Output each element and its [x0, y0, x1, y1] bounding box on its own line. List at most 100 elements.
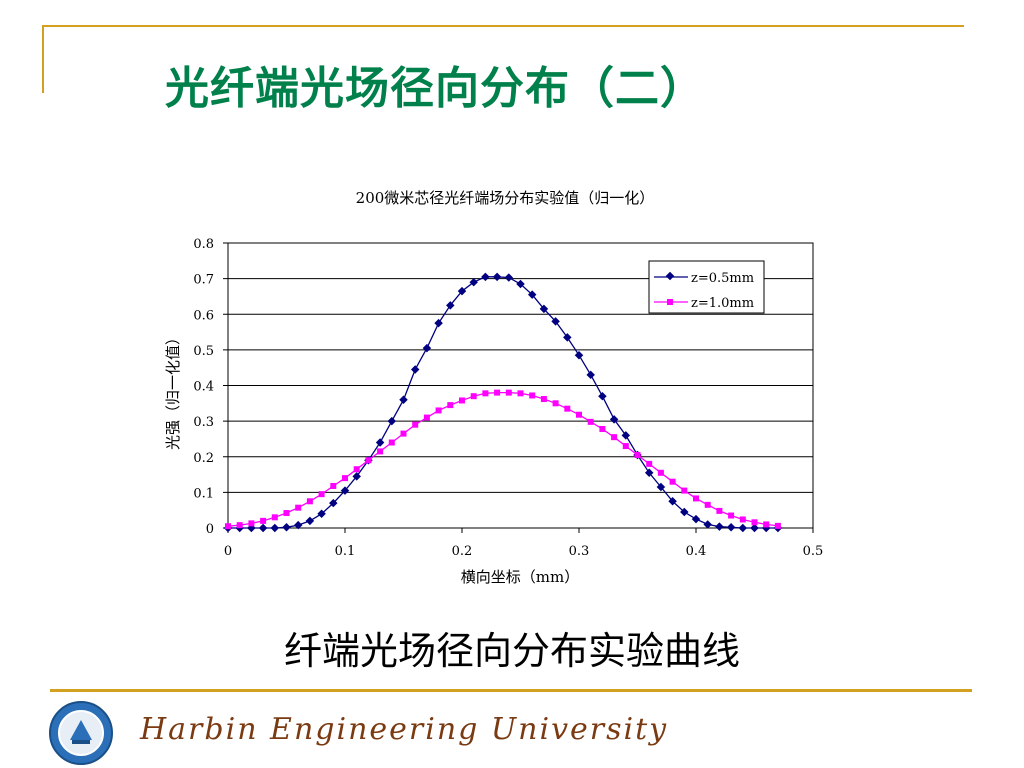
- legend-marker-series-1: [665, 271, 675, 281]
- series-1-point-38: [668, 497, 677, 506]
- series-1-point-13: [375, 438, 385, 447]
- series-1-point-8: [317, 509, 326, 518]
- chart-gridlines: [228, 278, 813, 493]
- series-1-point-4: [270, 523, 280, 533]
- series-1: [223, 272, 783, 533]
- series-2-point-44: [739, 516, 746, 523]
- series-2-point-14: [388, 439, 395, 446]
- series-1-point-39: [680, 507, 689, 517]
- series-2-point-31: [587, 418, 594, 425]
- series-1-point-34: [621, 431, 631, 440]
- series-1-point-37: [656, 482, 666, 492]
- series-2-point-8: [318, 491, 325, 498]
- series-2-point-9: [330, 482, 337, 489]
- series-2-point-32: [599, 425, 606, 432]
- y-tick-label-2: 0.2: [193, 451, 214, 466]
- slide-title: 光纤端光场径向分布（二）: [165, 63, 705, 114]
- y-tick-label-6: 0.6: [193, 308, 214, 323]
- series-1-point-25: [516, 279, 525, 289]
- series-1-point-22: [481, 272, 490, 282]
- x-tick-label-3: 0.3: [569, 544, 590, 559]
- series-2-point-0: [225, 523, 231, 530]
- series-1-point-15: [399, 395, 408, 404]
- series-1-point-23: [492, 272, 502, 282]
- series-2-point-24: [505, 389, 512, 396]
- series-2-point-10: [342, 475, 348, 482]
- series-1-point-11: [352, 472, 361, 481]
- series-2-point-17: [423, 414, 430, 421]
- x-tick-labels: 0 0.1 0.2 0.3 0.4 0.5: [224, 528, 823, 559]
- series-1-point-40: [691, 514, 701, 524]
- series-1-point-44: [738, 523, 748, 533]
- series-2-point-33: [611, 434, 618, 441]
- intensity-chart: 200微米芯径光纤端场分布实验值（归一化） 0 0.1 0.2 0.3 0.4 0.5 0.…: [164, 189, 823, 586]
- series-1-point-19: [446, 301, 455, 310]
- series-2-point-36: [646, 460, 653, 467]
- series-1-point-33: [609, 415, 619, 424]
- series-2-point-28: [552, 400, 559, 407]
- series-1-point-30: [574, 350, 584, 360]
- series-2-point-18: [435, 407, 442, 414]
- x-tick-label-2: 0.2: [452, 544, 473, 559]
- series-2-point-43: [728, 512, 735, 519]
- series-2-point-46: [763, 521, 770, 528]
- series-2-point-11: [353, 466, 360, 473]
- y-tick-label-7: 0.7: [193, 273, 214, 288]
- series-1-point-29: [563, 333, 572, 342]
- series-1-point-9: [329, 498, 338, 508]
- y-tick-label-3: 0.3: [193, 415, 214, 430]
- series-1-point-26: [527, 290, 537, 299]
- series-2-point-39: [681, 487, 688, 494]
- y-tick-label-1: 0.1: [193, 486, 214, 501]
- series-1-point-21: [469, 277, 478, 287]
- series-2-point-47: [774, 522, 781, 529]
- series-2-point-41: [704, 501, 711, 508]
- slide-caption: 纤端光场径向分布实验曲线: [283, 629, 740, 673]
- legend-label-series-2: z=1.0mm: [691, 296, 754, 311]
- chart-title: 200微米芯径光纤端场分布实验值（归一化）: [356, 189, 655, 207]
- series-2-point-40: [693, 495, 699, 502]
- series-1-point-14: [387, 416, 397, 426]
- series-2-point-35: [634, 451, 641, 458]
- x-tick-label-0: 0: [224, 544, 232, 559]
- series-2-point-42: [716, 507, 723, 514]
- series-1-point-18: [434, 318, 443, 328]
- series-2-point-5: [283, 510, 290, 517]
- series-2-point-27: [540, 396, 547, 403]
- series-2-point-37: [657, 469, 664, 476]
- series-2-point-15: [400, 430, 407, 437]
- university-name: Harbin Engineering University: [140, 712, 669, 747]
- series-2-point-2: [248, 520, 255, 527]
- chart-series: [223, 272, 783, 533]
- y-tick-label-8: 0.8: [193, 237, 214, 252]
- x-tick-label-1: 0.1: [335, 544, 356, 559]
- series-2-point-3: [260, 517, 267, 524]
- series-2-point-19: [447, 402, 454, 409]
- series-1-point-6: [293, 520, 303, 530]
- series-2-point-16: [412, 421, 419, 428]
- legend-marker-series-2: [667, 299, 673, 305]
- series-1-point-7: [305, 516, 315, 526]
- y-tick-label-0: 0: [206, 522, 214, 537]
- x-tick-label-5: 0.5: [803, 544, 824, 559]
- series-2-point-12: [365, 457, 372, 464]
- series-1-point-31: [586, 370, 595, 380]
- series-1-point-28: [551, 317, 560, 326]
- series-2-point-45: [751, 519, 758, 526]
- series-2-point-22: [482, 390, 489, 397]
- series-2-point-6: [295, 504, 302, 511]
- series-2-point-23: [494, 389, 501, 396]
- series-1-point-5: [282, 523, 291, 532]
- series-1-point-45: [750, 523, 759, 533]
- frame-left-line: [42, 25, 44, 93]
- series-1-point-17: [422, 343, 432, 353]
- chart-legend: z=0.5mm z=1.0mm: [648, 260, 765, 314]
- y-tick-labels: 0 0.1 0.2 0.3 0.4 0.5 0.6 0.7 0.8: [193, 237, 228, 537]
- series-2-point-7: [306, 498, 313, 505]
- y-axis-label: 光强（归一化值）: [164, 330, 182, 450]
- series-1-point-16: [410, 365, 420, 374]
- series-2-point-20: [459, 397, 465, 404]
- series-1-point-20: [457, 286, 467, 296]
- series-1-point-43: [726, 523, 736, 532]
- series-1-point-27: [539, 304, 549, 314]
